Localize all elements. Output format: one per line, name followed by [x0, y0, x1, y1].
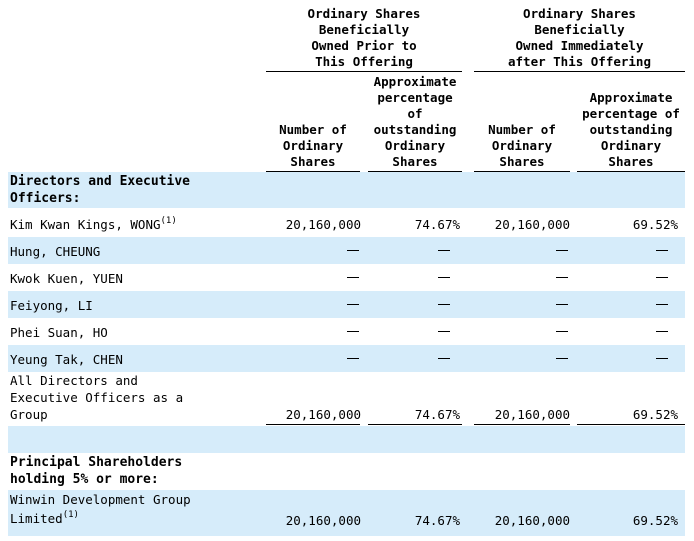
column-rule — [474, 171, 570, 172]
cell-number-after: 20,160,000 — [494, 513, 570, 528]
footnote-marker: (1) — [160, 216, 177, 226]
cell-number-prior: 20,160,000 — [285, 513, 361, 528]
column-rule — [577, 171, 685, 172]
total-rule — [266, 424, 360, 425]
column-header-number-after: Number of Ordinary Shares — [488, 122, 556, 169]
group-rule-prior — [266, 71, 462, 72]
shareholder-name: Yeung Tak, CHEN — [10, 352, 123, 367]
column-header-percentage-prior: Approximate percentage of outstanding Or… — [373, 74, 457, 169]
cell-number-after: 20,160,000 — [494, 407, 570, 422]
column-rule — [368, 171, 462, 172]
cell-percentage-prior: 74.67% — [414, 407, 460, 422]
cell-number-prior-dash — [347, 250, 359, 251]
cell-number-after: 20,160,000 — [494, 217, 570, 232]
shareholder-name: Kim Kwan Kings, WONG(1) — [10, 216, 177, 232]
cell-number-after-dash — [556, 250, 568, 251]
shareholder-name: Kwok Kuen, YUEN — [10, 271, 123, 286]
cell-percentage-prior-dash — [438, 304, 450, 305]
row-band — [8, 172, 685, 208]
cell-number-prior-dash — [347, 358, 359, 359]
shareholder-name: Phei Suan, HO — [10, 325, 108, 340]
column-header-percentage-after: Approximate percentage of outstanding Or… — [582, 90, 680, 169]
shareholder-name: All Directors and Executive Officers as … — [10, 373, 184, 422]
column-rule — [266, 171, 360, 172]
cell-percentage-prior-dash — [438, 277, 450, 278]
cell-number-after-dash — [556, 358, 568, 359]
cell-percentage-after-dash — [656, 304, 668, 305]
cell-number-after-dash — [556, 304, 568, 305]
shareholder-name-cont: Limited(1) — [10, 510, 79, 526]
shareholder-name: Winwin Development Group — [10, 492, 191, 507]
footnote-marker: (1) — [62, 510, 79, 520]
cell-percentage-after-dash — [656, 331, 668, 332]
section-heading-principal: Principal Shareholders holding 5% or mor… — [10, 455, 183, 487]
cell-percentage-after: 69.52% — [632, 407, 678, 422]
row-band — [8, 291, 685, 318]
row-band — [8, 237, 685, 264]
cell-percentage-after: 69.52% — [632, 513, 678, 528]
total-rule — [577, 424, 685, 425]
cell-percentage-prior-dash — [438, 331, 450, 332]
cell-percentage-prior-dash — [438, 250, 450, 251]
group-header-after: Ordinary Shares Beneficially Owned Immed… — [508, 6, 651, 69]
cell-number-after-dash — [556, 331, 568, 332]
total-rule — [474, 424, 570, 425]
cell-percentage-after: 69.52% — [632, 217, 678, 232]
cell-percentage-after-dash — [656, 277, 668, 278]
cell-percentage-prior: 74.67% — [414, 217, 460, 232]
cell-percentage-after-dash — [656, 250, 668, 251]
row-band — [8, 345, 685, 372]
row-band — [8, 490, 685, 536]
cell-percentage-prior: 74.67% — [414, 513, 460, 528]
section-heading-directors: Directors and Executive Officers: — [10, 174, 191, 206]
cell-percentage-after-dash — [656, 358, 668, 359]
cell-number-prior: 20,160,000 — [285, 217, 361, 232]
row-band — [8, 426, 685, 453]
column-header-number-prior: Number of Ordinary Shares — [279, 122, 347, 169]
cell-number-prior-dash — [347, 304, 359, 305]
shareholder-name: Hung, CHEUNG — [10, 244, 101, 259]
cell-number-prior: 20,160,000 — [285, 407, 361, 422]
group-header-prior: Ordinary Shares Beneficially Owned Prior… — [307, 6, 421, 69]
shareholder-name: Feiyong, LI — [10, 298, 93, 313]
cell-percentage-prior-dash — [438, 358, 450, 359]
group-rule-after — [474, 71, 685, 72]
total-rule — [368, 424, 462, 425]
cell-number-prior-dash — [347, 277, 359, 278]
cell-number-after-dash — [556, 277, 568, 278]
cell-number-prior-dash — [347, 331, 359, 332]
